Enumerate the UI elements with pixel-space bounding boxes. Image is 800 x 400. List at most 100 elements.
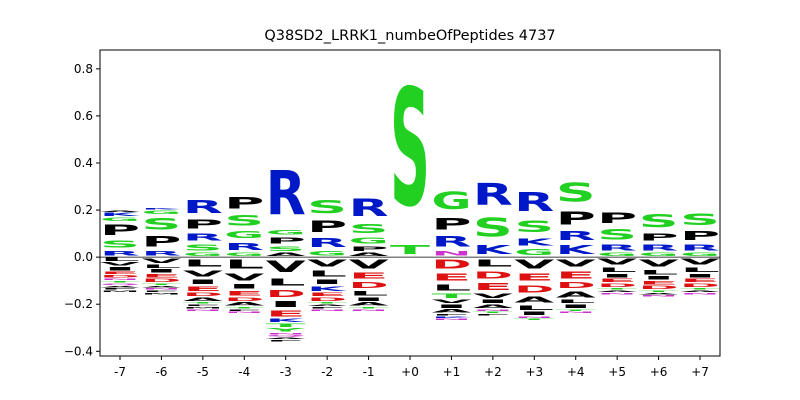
logo-letter-a: A <box>100 210 141 212</box>
svg-text:N: N <box>183 309 223 311</box>
logo-letter-v: V <box>431 300 472 305</box>
svg-text:T: T <box>390 243 430 257</box>
logo-letter-k: K <box>100 212 141 217</box>
logo-letter-p: P <box>266 236 306 245</box>
svg-text:D: D <box>224 297 264 302</box>
logo-letter-g: G <box>224 229 264 241</box>
svg-text:N: N <box>597 292 637 294</box>
logo-letter-i: I <box>514 311 554 316</box>
logo-letter-v: V <box>514 257 554 271</box>
logo-letter-d: D <box>556 281 596 290</box>
x-tick-label: -2 <box>321 365 333 379</box>
logo-letter-g: G <box>597 253 637 258</box>
svg-text:I: I <box>639 276 679 281</box>
svg-text:D: D <box>680 283 720 288</box>
logo-letter-s: S <box>141 215 181 234</box>
svg-text:N: N <box>349 309 389 311</box>
logo-letter-l: L <box>307 269 347 279</box>
logo-letter-n: N <box>224 311 264 313</box>
svg-text:Y: Y <box>265 328 306 333</box>
svg-text:S: S <box>473 213 513 243</box>
svg-text:A: A <box>100 285 141 287</box>
logo-letter-n: N <box>431 318 471 320</box>
logo-letter-p: P <box>556 208 596 229</box>
logo-letter-g: G <box>431 187 471 215</box>
logo-letter-r: R <box>100 250 140 257</box>
svg-text:I: I <box>431 304 471 309</box>
logo-letter-d: D <box>639 285 679 290</box>
logo-letter-l: L <box>349 290 389 297</box>
svg-text:G: G <box>349 236 389 245</box>
logo-letter-l: L <box>639 269 679 276</box>
svg-text:G: G <box>224 253 264 258</box>
logo-letter-d: D <box>473 269 513 281</box>
logo-letter-s: S <box>680 210 720 229</box>
svg-text:I: I <box>100 267 140 272</box>
x-tick-label: +2 <box>484 365 502 379</box>
svg-text:E: E <box>141 274 181 279</box>
svg-text:L: L <box>100 257 140 262</box>
logo-letter-f: F <box>224 309 264 311</box>
svg-text:V: V <box>141 257 182 264</box>
svg-text:I: I <box>473 299 513 304</box>
svg-text:M: M <box>141 292 181 294</box>
logo-letter-e: E <box>349 271 389 280</box>
svg-text:D: D <box>556 281 596 290</box>
svg-text:D: D <box>141 278 181 283</box>
logo-letter-l: L <box>266 276 306 288</box>
logo-letter-q: Q <box>100 283 140 285</box>
logo-letter-a: A <box>224 302 265 307</box>
x-tick-label: -6 <box>155 365 167 379</box>
logo-letter-a: A <box>100 285 141 287</box>
svg-text:P: P <box>556 208 596 229</box>
svg-text:E: E <box>266 309 306 318</box>
svg-text:F: F <box>431 314 471 316</box>
svg-text:I: I <box>556 304 596 309</box>
logo-letter-q: Q <box>266 335 306 337</box>
svg-text:P: P <box>307 218 347 236</box>
logo-letter-a: A <box>266 337 307 339</box>
svg-text:N: N <box>514 316 554 318</box>
logo-letter-l: L <box>100 257 140 262</box>
svg-text:P: P <box>183 217 223 231</box>
svg-text:I: I <box>224 283 264 290</box>
svg-text:K: K <box>266 318 307 323</box>
logo-letter-n: N <box>141 288 181 290</box>
svg-text:A: A <box>266 337 307 339</box>
svg-text:T: T <box>597 288 638 290</box>
logo-letter-g: G <box>100 217 140 222</box>
logo-letter-p: P <box>183 217 223 231</box>
logo-letter-r: R <box>639 243 679 252</box>
svg-text:D: D <box>431 257 471 271</box>
svg-text:I: I <box>597 274 637 279</box>
svg-text:E: E <box>514 271 554 283</box>
logo-letter-a: A <box>266 252 307 257</box>
svg-text:D: D <box>266 288 306 300</box>
logo-letter-e: E <box>100 271 140 274</box>
svg-text:A: A <box>639 292 680 294</box>
svg-text:S: S <box>224 212 264 229</box>
svg-text:P: P <box>431 215 471 233</box>
logo-letter-i: I <box>100 267 140 272</box>
logo-letter-l: L <box>224 257 264 271</box>
x-tick-label: +0 <box>401 365 419 379</box>
svg-text:P: P <box>100 222 140 238</box>
svg-text:G: G <box>141 210 181 215</box>
logo-letter-l: L <box>183 257 223 269</box>
logo-letter-i: I <box>183 278 223 285</box>
logo-letter-t: T <box>431 292 472 299</box>
x-tick-label: -7 <box>114 365 126 379</box>
svg-text:L: L <box>431 283 471 293</box>
logo-letter-r: R <box>556 229 596 243</box>
svg-text:R: R <box>266 160 306 230</box>
logo-letter-f: F <box>183 304 223 306</box>
logo-letter-e: E <box>266 309 306 318</box>
logo-letter-a: A <box>183 297 224 302</box>
logo-letter-f: F <box>431 314 471 316</box>
svg-text:N: N <box>266 332 306 334</box>
x-tick-label: -4 <box>238 365 250 379</box>
svg-text:K: K <box>473 243 513 257</box>
logo-letter-s: S <box>266 245 306 252</box>
svg-text:N: N <box>680 292 720 294</box>
svg-text:P: P <box>597 210 637 226</box>
